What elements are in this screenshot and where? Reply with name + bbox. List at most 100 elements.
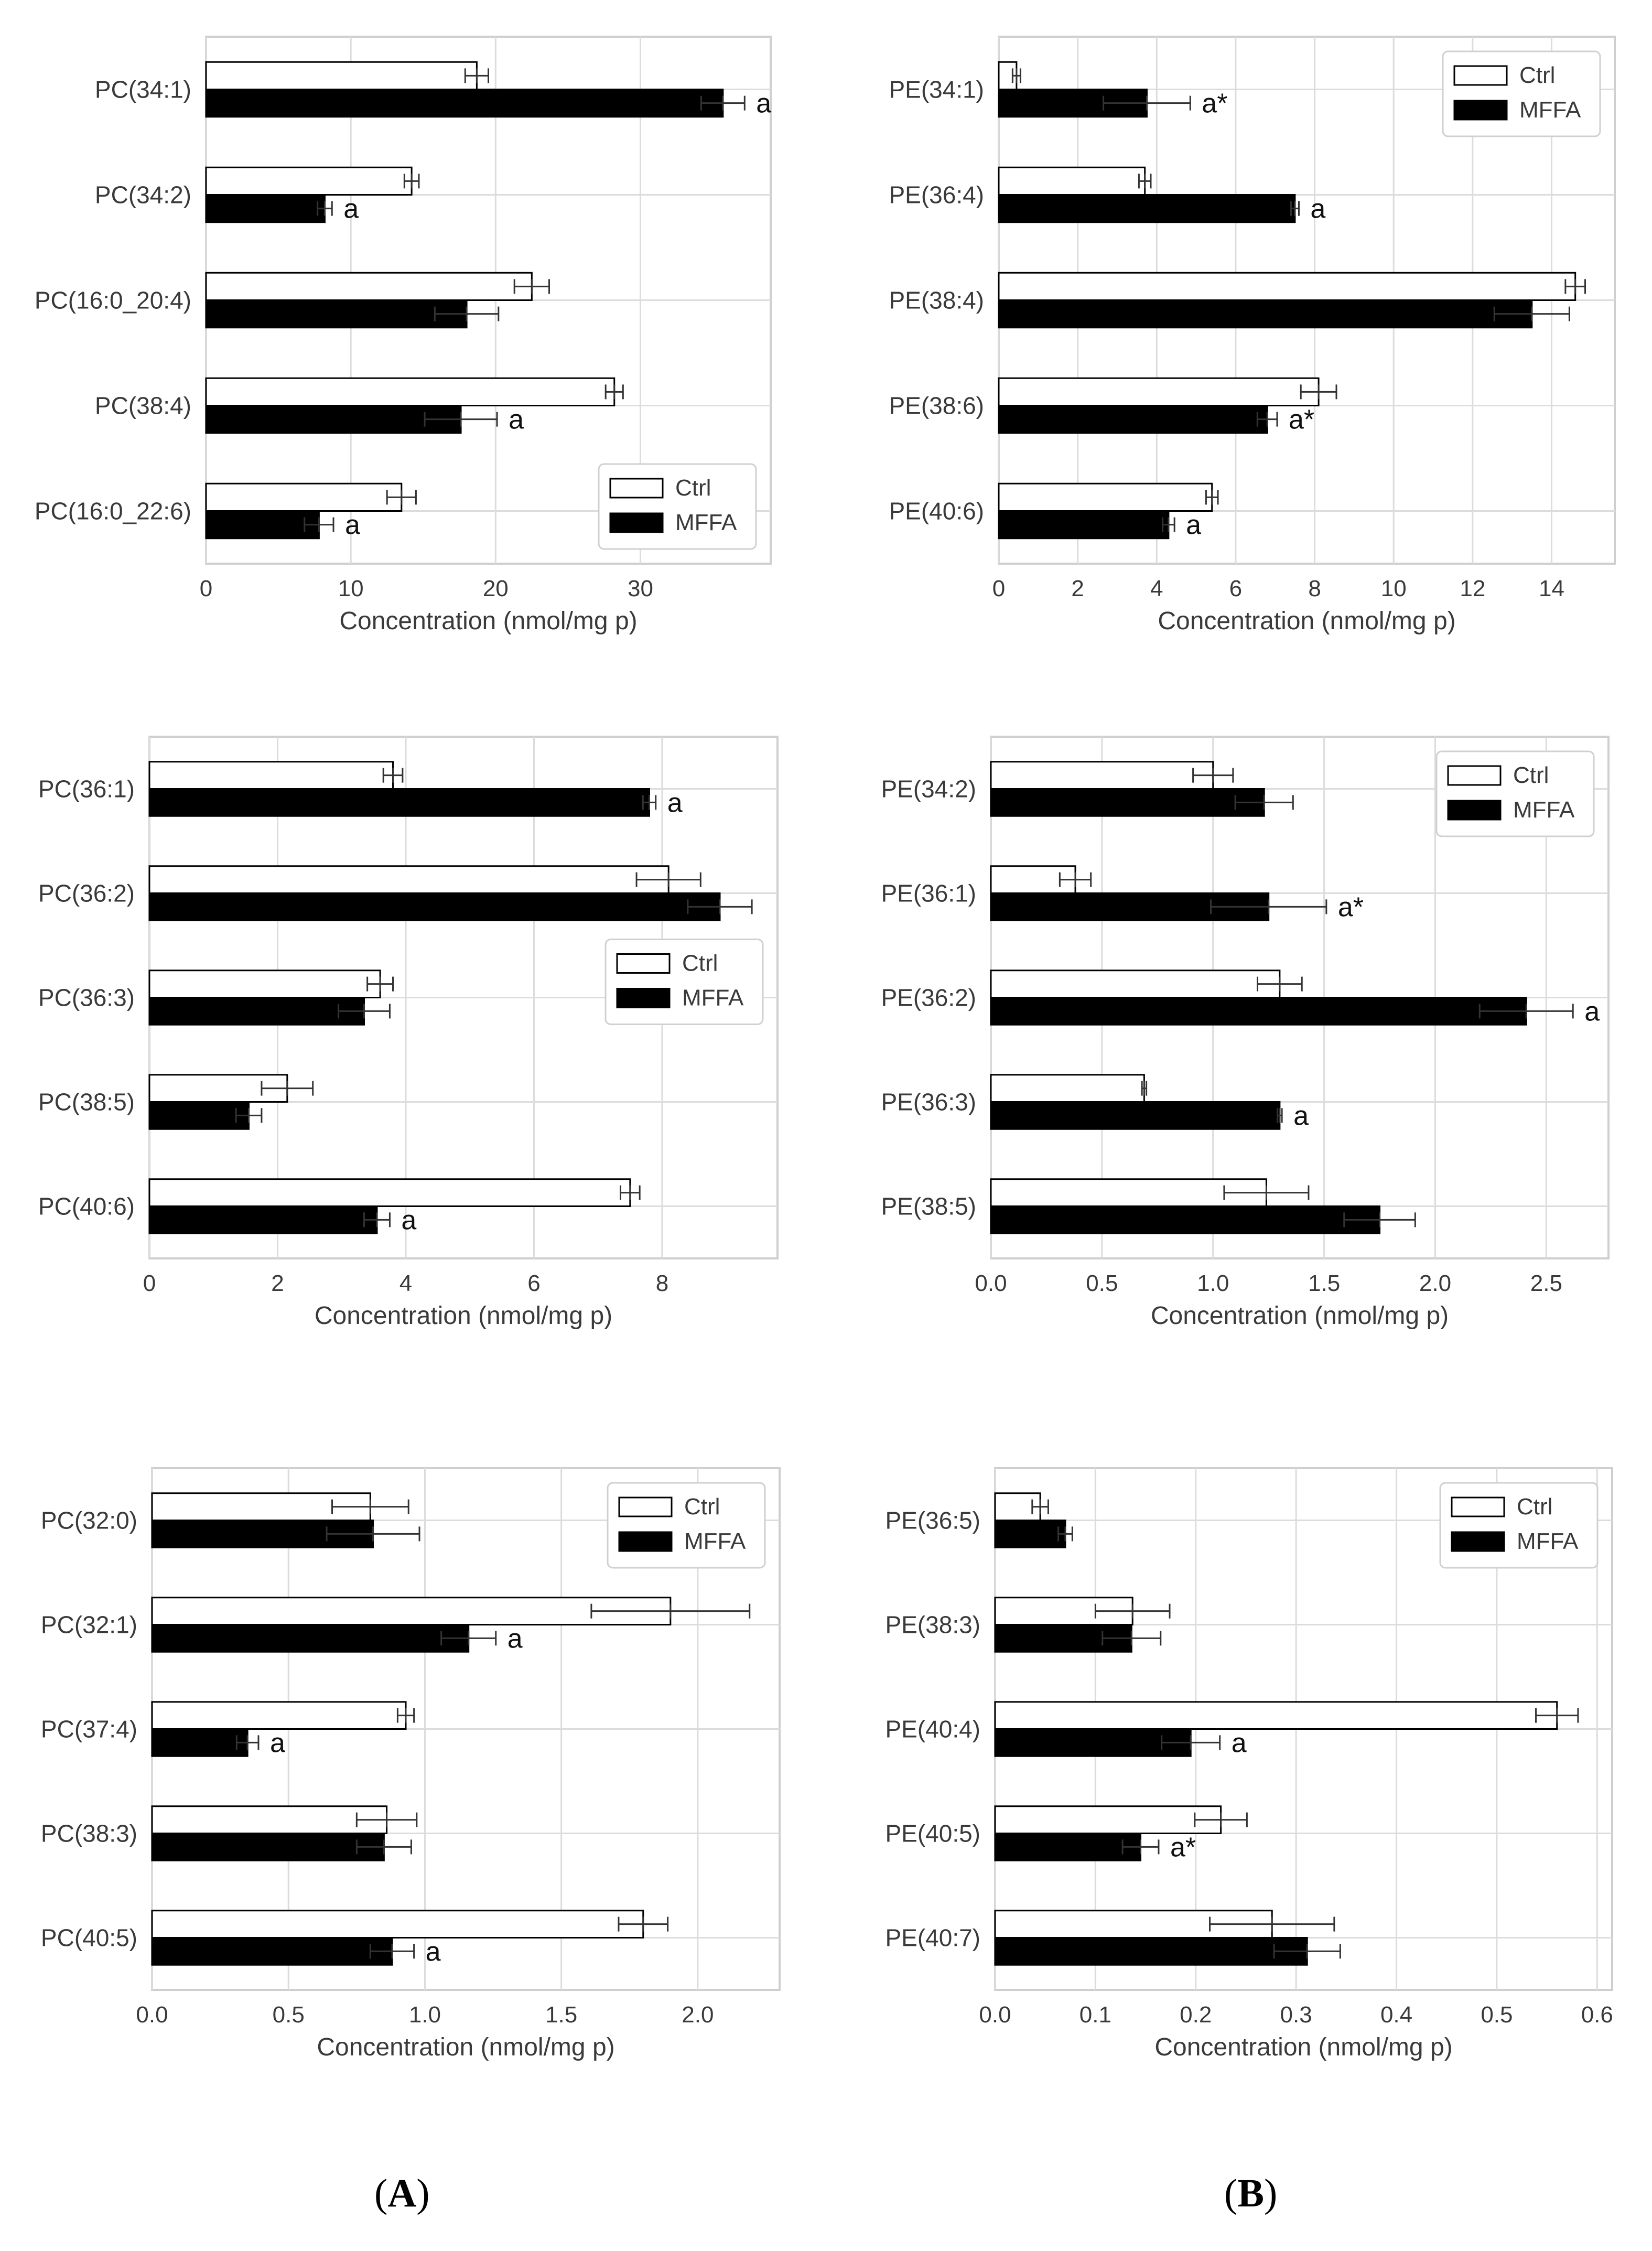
legend-swatch-mffa	[1453, 100, 1508, 121]
category-label: PC(38:3)	[41, 1820, 137, 1847]
significance-label: a	[401, 1205, 416, 1235]
legend-swatch-ctrl	[1447, 765, 1502, 786]
x-tick-label: 0.5	[273, 2002, 305, 2028]
significance-label: a	[667, 788, 683, 818]
x-tick-label: 12	[1460, 576, 1485, 601]
bar-mffa-3	[151, 1728, 249, 1757]
legend: Ctrl MFFA	[604, 939, 764, 1025]
legend-label-ctrl: Ctrl	[684, 1494, 720, 1520]
bar-ctrl-3	[990, 970, 1281, 999]
bar-ctrl-1	[990, 761, 1214, 790]
significance-label: a*	[1338, 892, 1364, 922]
significance-label: a	[1186, 510, 1201, 541]
bar-mffa-4	[994, 1833, 1142, 1861]
chart-panel-3: a a PC(36:1) PC(36:2) PC(36:3) PC(38:5) PC(40:…	[38, 736, 779, 1330]
x-tick-label: 6	[1229, 576, 1242, 601]
x-tick-label: 30	[628, 576, 653, 601]
chart-panel-4: a* a a PE(34:2) PE(36:1) PE(36:2) PE(36:3) PE(3…	[881, 736, 1610, 1330]
bar-ctrl-4	[998, 377, 1320, 406]
legend-label-mffa: MFFA	[1513, 797, 1575, 823]
legend-swatch-ctrl	[618, 1496, 673, 1517]
bar-ctrl-4	[151, 1805, 388, 1835]
chart-panel-1: a a a a PC(34:1) PC(34:2) PC(16:0_20:4) PC(38:4…	[35, 36, 772, 635]
significance-label: a	[270, 1728, 285, 1758]
significance-label: a	[508, 1623, 523, 1654]
legend-label-ctrl: Ctrl	[682, 951, 718, 976]
legend-label-mffa: MFFA	[684, 1528, 746, 1554]
category-label: PC(38:4)	[95, 392, 191, 419]
category-label: PE(36:2)	[881, 984, 976, 1011]
bar-mffa-5	[990, 1205, 1381, 1234]
x-tick-label: 4	[399, 1270, 412, 1296]
significance-label: a	[1293, 1101, 1309, 1131]
x-axis-label: Concentration (nmol/mg p)	[1154, 2033, 1452, 2061]
category-label: PC(36:3)	[38, 984, 135, 1011]
significance-label: a*	[1289, 405, 1314, 435]
bar-mffa-4	[205, 405, 462, 434]
category-label: PC(32:1)	[41, 1611, 137, 1639]
bar-mffa-5	[994, 1937, 1308, 1966]
x-tick-label: 2.0	[1419, 1270, 1451, 1296]
bar-mffa-3	[990, 997, 1527, 1026]
legend: Ctrl MFFA	[1439, 1482, 1599, 1569]
legend-swatch-mffa	[618, 1531, 673, 1552]
category-label: PE(34:1)	[889, 76, 984, 103]
significance-label: a	[1232, 1728, 1247, 1758]
bar-mffa-3	[994, 1728, 1192, 1757]
bar-ctrl-4	[205, 377, 616, 406]
x-tick-label: 2	[271, 1270, 284, 1296]
legend: Ctrl MFFA	[607, 1482, 766, 1569]
chart-panel-5: a a a PC(32:0) PC(32:1) PC(37:4) PC(38:3) PC(40…	[41, 1467, 781, 2061]
bar-mffa-2	[151, 1624, 470, 1653]
legend-swatch-mffa	[1447, 800, 1502, 821]
category-label: PE(38:4)	[889, 287, 984, 314]
chart-panel-6: a a* PE(36:5) PE(38:3) PE(40:4) PE(40:5) PE(40…	[885, 1467, 1613, 2061]
bar-ctrl-2	[998, 166, 1146, 196]
category-label: PE(40:6)	[889, 498, 984, 525]
legend-label-ctrl: Ctrl	[1519, 62, 1555, 88]
category-label: PE(40:4)	[885, 1716, 980, 1743]
legend: Ctrl MFFA	[598, 463, 757, 550]
bar-mffa-5	[998, 510, 1170, 540]
x-tick-label: 1.5	[545, 2002, 577, 2028]
x-tick-label: 0.0	[979, 2002, 1011, 2028]
category-label: PC(32:0)	[41, 1507, 137, 1534]
x-tick-label: 8	[656, 1270, 668, 1296]
bar-ctrl-3	[151, 1701, 407, 1730]
bar-ctrl-4	[994, 1805, 1222, 1835]
chart-panel-2: a* a a* a PE(34:1) PE(36:4) PE(38:4) PE(38:6) PE…	[889, 36, 1616, 635]
bar-mffa-3	[998, 299, 1533, 329]
bar-mffa-5	[148, 1205, 378, 1234]
category-label: PE(36:5)	[885, 1507, 980, 1534]
bar-mffa-2	[148, 892, 721, 921]
legend-label-mffa: MFFA	[675, 510, 737, 535]
category-label: PC(34:1)	[95, 76, 191, 103]
category-label: PC(37:4)	[41, 1716, 137, 1743]
bar-ctrl-1	[205, 61, 478, 90]
x-tick-label: 6	[527, 1270, 540, 1296]
significance-label: a	[756, 89, 771, 119]
category-label: PE(34:2)	[881, 776, 976, 803]
x-tick-label: 0	[992, 576, 1005, 601]
bar-ctrl-5	[998, 482, 1213, 512]
x-tick-label: 10	[1381, 576, 1407, 601]
x-tick-label: 0.0	[975, 1270, 1007, 1296]
category-label: PC(40:5)	[41, 1924, 137, 1952]
category-label: PC(16:0_22:6)	[35, 498, 191, 525]
x-tick-label: 0	[200, 576, 212, 601]
x-tick-label: 0.3	[1280, 2002, 1312, 2028]
bar-ctrl-3	[205, 272, 533, 301]
category-label: PE(36:3)	[881, 1089, 976, 1116]
legend-label-ctrl: Ctrl	[675, 475, 711, 501]
legend-swatch-ctrl	[1453, 65, 1508, 86]
bar-ctrl-4	[990, 1074, 1145, 1103]
x-tick-label: 20	[483, 576, 509, 601]
x-tick-label: 8	[1308, 576, 1321, 601]
category-label: PE(36:1)	[881, 880, 976, 907]
x-tick-label: 0	[143, 1270, 156, 1296]
bar-mffa-5	[151, 1937, 393, 1966]
category-label: PE(36:4)	[889, 181, 984, 209]
panel-label-b: (B)	[1224, 2171, 1278, 2215]
x-tick-label: 0.4	[1380, 2002, 1412, 2028]
significance-label: a	[1584, 996, 1600, 1027]
